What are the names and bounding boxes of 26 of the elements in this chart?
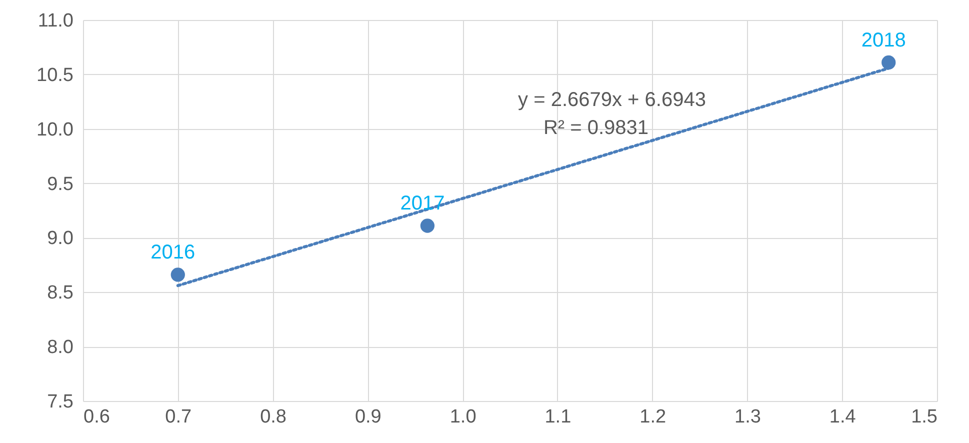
annotation: R² = 0.9831 <box>543 117 649 139</box>
x-tick-label: 1.0 <box>450 406 476 428</box>
x-tick-label: 0.8 <box>260 406 286 428</box>
x-tick-label: 0.6 <box>84 406 110 428</box>
y-tick-label: 9.5 <box>47 174 74 195</box>
annotation: 2018 <box>861 29 906 52</box>
y-tick-label: 7.5 <box>47 392 74 412</box>
x-tick-label: 0.9 <box>354 406 382 428</box>
y-tick-label: 8.0 <box>47 337 74 358</box>
x-tick-label: 1.2 <box>640 406 666 428</box>
x-tick-label: 1.1 <box>544 406 572 428</box>
point <box>420 218 435 233</box>
annotation: 2016 <box>150 242 196 264</box>
x-tick-label: 1.3 <box>734 406 761 428</box>
point <box>882 55 896 70</box>
x-tick-label: 1.4 <box>829 406 856 428</box>
y-tick-label: 11.0 <box>38 10 74 32</box>
y-tick-label: 9.0 <box>47 228 74 250</box>
y-tick-label: 8.5 <box>47 282 74 304</box>
y-tick-label: 10.0 <box>36 119 74 140</box>
point <box>170 268 185 282</box>
annotation: y = 2.6679x + 6.6943 <box>518 89 706 111</box>
annotation: 2017 <box>400 192 445 215</box>
x-tick-label: 0.7 <box>165 406 192 428</box>
x-tick-label: 1.5 <box>911 406 938 428</box>
y-tick-label: 10.5 <box>36 64 74 86</box>
